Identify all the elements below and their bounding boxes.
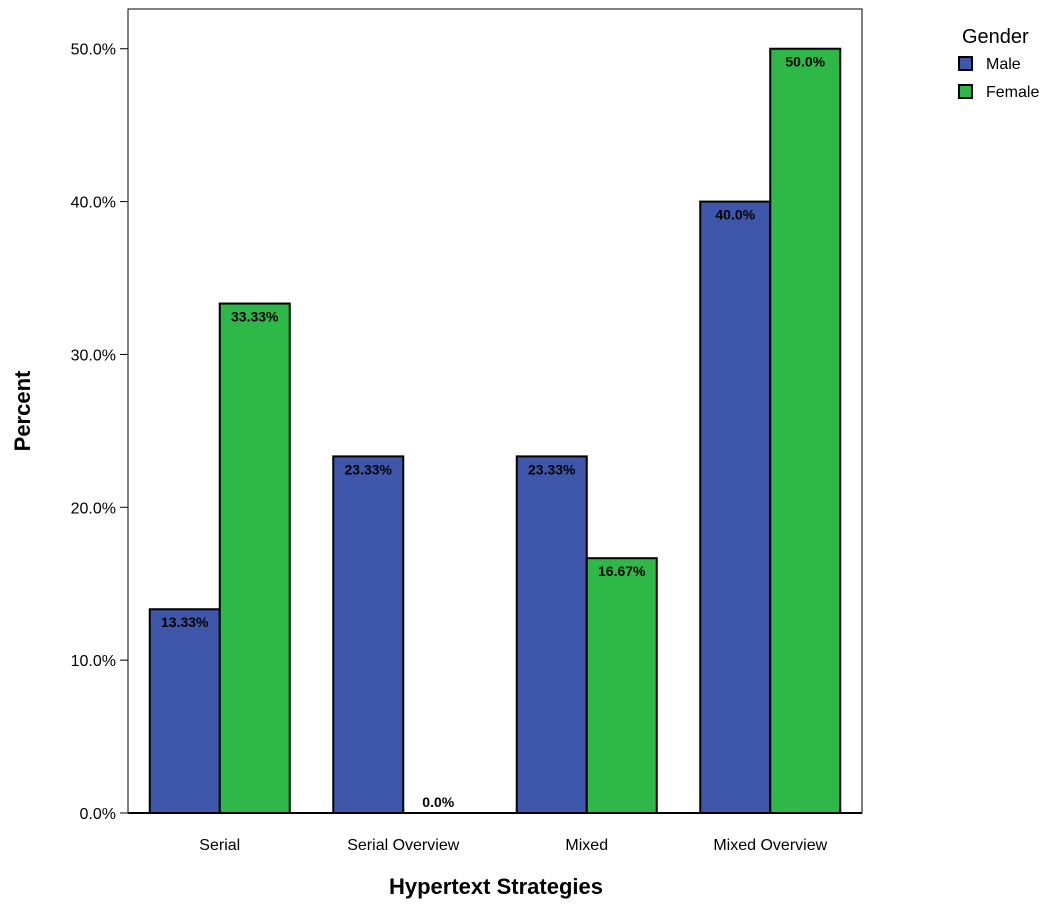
data-label: 33.33% [231, 309, 279, 325]
legend-swatch-female [958, 84, 973, 99]
data-label: 13.33% [161, 614, 209, 630]
y-tick-label: 0.0% [80, 806, 116, 823]
y-tick-label: 40.0% [71, 195, 116, 212]
legend-swatch-male [958, 56, 973, 71]
bar-male-2 [332, 455, 405, 814]
x-tick-label: Serial [199, 837, 240, 854]
bar-female-3 [585, 557, 658, 815]
data-label: 16.67% [598, 563, 646, 579]
legend-label-female: Female [986, 84, 1039, 101]
y-tick-label: 10.0% [71, 653, 116, 670]
data-label: 40.0% [715, 207, 755, 223]
bar-male-4 [699, 200, 772, 815]
legend-label-male: Male [986, 56, 1021, 73]
legend-title: Gender [962, 26, 1029, 48]
x-tick-label: Serial Overview [347, 837, 459, 854]
data-label: 23.33% [345, 461, 393, 477]
y-tick-label: 20.0% [71, 500, 116, 517]
bar-female-4 [769, 47, 842, 814]
bar-female-1 [218, 302, 291, 814]
data-label: 0.0% [422, 794, 454, 810]
bar-male-1 [148, 608, 221, 814]
x-tick-label: Mixed [565, 837, 608, 854]
data-label: 23.33% [528, 461, 576, 477]
y-axis-title: Percent [10, 370, 35, 451]
x-axis-title: Hypertext Strategies [389, 874, 603, 899]
data-label: 50.0% [785, 54, 825, 70]
y-tick-label: 50.0% [71, 42, 116, 59]
y-tick-label: 30.0% [71, 347, 116, 364]
x-tick-label: Mixed Overview [713, 837, 827, 854]
legend: Gender Male Female [958, 26, 1039, 101]
bar-male-3 [515, 455, 588, 814]
